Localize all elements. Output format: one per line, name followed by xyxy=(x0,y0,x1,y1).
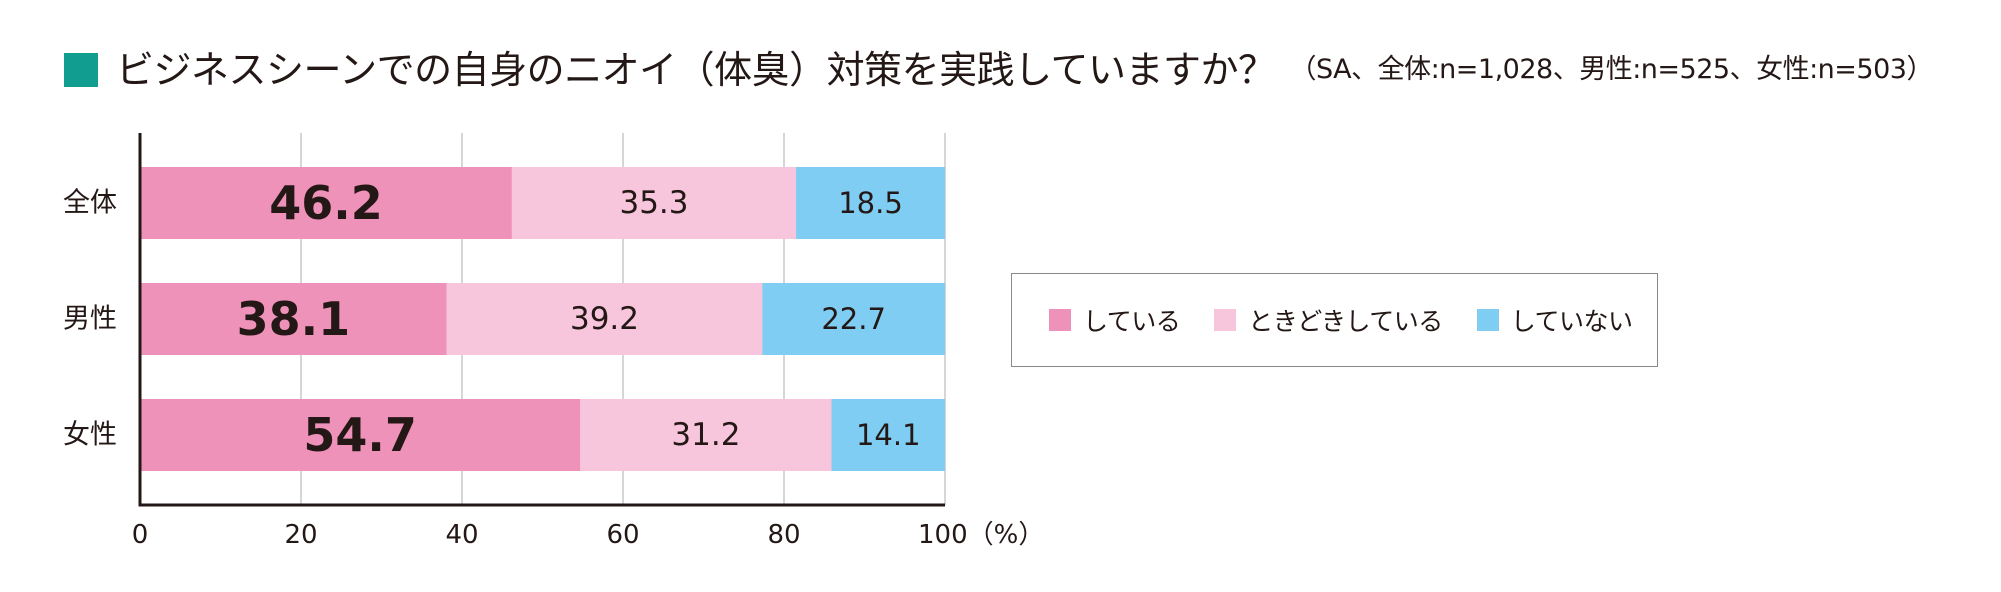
category-label-0: 全体 xyxy=(63,188,117,219)
data-label-1-0: 38.1 xyxy=(237,292,351,346)
title-sub: （SA、全体:n=1,028、男性:n=525、女性:n=503） xyxy=(1289,54,1933,85)
legend-swatch-not-doing xyxy=(1476,309,1499,331)
data-label-0-1: 35.3 xyxy=(619,185,688,221)
title-main: ビジネスシーンでの自身のニオイ（体臭）対策を実践していますか？ xyxy=(116,48,1276,92)
data-label-0-0: 46.2 xyxy=(269,176,383,230)
data-label-2-1: 31.2 xyxy=(671,417,740,453)
legend-swatch-doing xyxy=(1049,309,1071,331)
x-tick-label-40: 40 xyxy=(445,520,478,550)
x-tick-label-60: 60 xyxy=(606,520,639,550)
bar-1-0 xyxy=(140,283,447,355)
bar-2-0 xyxy=(140,399,581,471)
legend-item-not-doing: していない xyxy=(1476,302,1633,338)
legend-label-sometimes: ときどきしている xyxy=(1248,307,1443,336)
category-label-1: 男性 xyxy=(63,304,117,335)
legend-label-doing: している xyxy=(1083,307,1181,336)
bar-2-1 xyxy=(580,399,832,471)
legend-swatch-sometimes xyxy=(1214,309,1237,331)
bar-1-2 xyxy=(762,283,945,355)
x-tick-label-20: 20 xyxy=(284,520,317,550)
data-label-2-0: 54.7 xyxy=(303,408,417,462)
data-label-0-2: 18.5 xyxy=(838,186,903,220)
bar-0-2 xyxy=(796,167,945,239)
x-tick-label-100: 100（%） xyxy=(918,520,1044,550)
data-label-1-2: 22.7 xyxy=(821,302,886,336)
legend: している ときどきしている していない xyxy=(1011,273,1658,367)
chart-title: ビジネスシーンでの自身のニオイ（体臭）対策を実践していますか？ （SA、全体:n… xyxy=(64,40,1933,100)
x-tick-label-0: 0 xyxy=(132,520,149,550)
data-label-2-2: 14.1 xyxy=(856,418,921,452)
x-tick-label-80: 80 xyxy=(767,520,800,550)
bar-1-1 xyxy=(446,283,763,355)
bar-0-1 xyxy=(511,167,797,239)
title-square-icon xyxy=(64,53,98,87)
data-label-1-1: 39.2 xyxy=(570,301,639,337)
category-label-2: 女性 xyxy=(63,420,117,451)
bar-0-0 xyxy=(140,167,512,239)
legend-item-doing: している xyxy=(1049,302,1181,338)
legend-item-sometimes: ときどきしている xyxy=(1214,302,1443,338)
bar-2-2 xyxy=(831,399,945,471)
legend-label-not-doing: していない xyxy=(1510,307,1633,336)
